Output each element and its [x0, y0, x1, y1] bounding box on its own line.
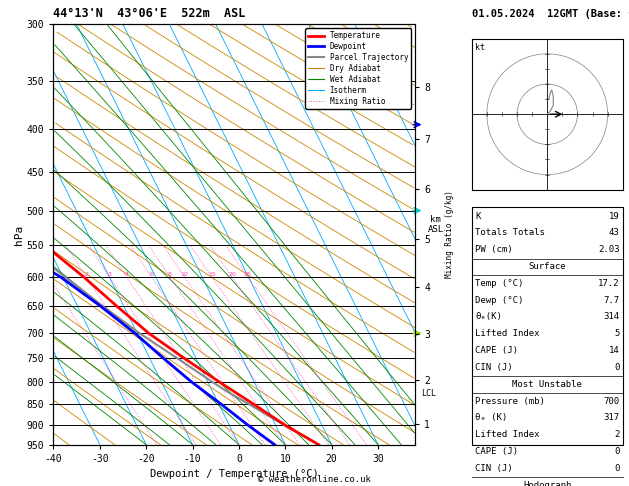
Legend: Temperature, Dewpoint, Parcel Trajectory, Dry Adiabat, Wet Adiabat, Isotherm, Mi: Temperature, Dewpoint, Parcel Trajectory…	[305, 28, 411, 109]
Text: θₑ (K): θₑ (K)	[475, 414, 507, 422]
Text: Totals Totals: Totals Totals	[475, 228, 545, 237]
Text: 19: 19	[609, 211, 620, 221]
Text: Most Unstable: Most Unstable	[512, 380, 582, 389]
Text: 14: 14	[609, 346, 620, 355]
Text: 0: 0	[614, 447, 620, 456]
Text: CIN (J): CIN (J)	[475, 363, 513, 372]
Text: CIN (J): CIN (J)	[475, 464, 513, 473]
Text: K: K	[475, 211, 481, 221]
Text: Mixing Ratio (g/kg): Mixing Ratio (g/kg)	[445, 191, 454, 278]
Text: 10: 10	[181, 272, 189, 277]
Text: © weatheronline.co.uk: © weatheronline.co.uk	[258, 474, 371, 484]
Text: CAPE (J): CAPE (J)	[475, 447, 518, 456]
Text: 15: 15	[208, 272, 216, 277]
Text: Lifted Index: Lifted Index	[475, 430, 540, 439]
Text: 8: 8	[168, 272, 172, 277]
Text: kt: kt	[475, 43, 485, 52]
Text: 43: 43	[609, 228, 620, 237]
Text: Temp (°C): Temp (°C)	[475, 279, 523, 288]
Text: 2: 2	[614, 430, 620, 439]
Text: Pressure (mb): Pressure (mb)	[475, 397, 545, 405]
Text: θₑ(K): θₑ(K)	[475, 312, 502, 321]
Text: 2.03: 2.03	[598, 245, 620, 254]
Text: 5: 5	[614, 330, 620, 338]
Text: 01.05.2024  12GMT (Base: 00): 01.05.2024 12GMT (Base: 00)	[472, 9, 629, 19]
Y-axis label: hPa: hPa	[14, 225, 24, 244]
Text: Hodograph: Hodograph	[523, 481, 571, 486]
Y-axis label: km
ASL: km ASL	[428, 215, 443, 235]
Text: 0: 0	[614, 464, 620, 473]
Text: Lifted Index: Lifted Index	[475, 330, 540, 338]
Text: 4: 4	[125, 272, 129, 277]
Text: CAPE (J): CAPE (J)	[475, 346, 518, 355]
Text: PW (cm): PW (cm)	[475, 245, 513, 254]
Text: 17.2: 17.2	[598, 279, 620, 288]
Text: LCL: LCL	[421, 389, 436, 398]
Text: Dewp (°C): Dewp (°C)	[475, 295, 523, 305]
Text: 2: 2	[84, 272, 89, 277]
Text: 44°13'N  43°06'E  522m  ASL: 44°13'N 43°06'E 522m ASL	[53, 7, 246, 20]
Text: Surface: Surface	[528, 262, 566, 271]
Text: 314: 314	[603, 312, 620, 321]
Text: 0: 0	[614, 363, 620, 372]
Text: 7.7: 7.7	[603, 295, 620, 305]
Text: 700: 700	[603, 397, 620, 405]
Text: 6: 6	[150, 272, 153, 277]
Text: 317: 317	[603, 414, 620, 422]
Text: 3: 3	[108, 272, 111, 277]
X-axis label: Dewpoint / Temperature (°C): Dewpoint / Temperature (°C)	[150, 469, 319, 479]
Text: 25: 25	[244, 272, 252, 277]
Text: 20: 20	[228, 272, 236, 277]
